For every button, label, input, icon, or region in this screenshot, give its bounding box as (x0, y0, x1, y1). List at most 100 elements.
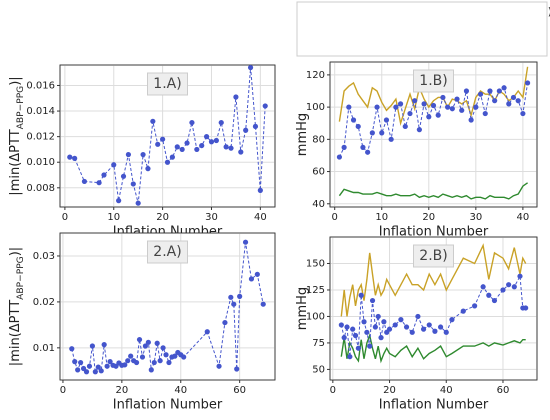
point (252, 123, 259, 130)
x-tick-label: 20 (383, 385, 396, 396)
point (426, 114, 432, 120)
plot-frame (59, 232, 276, 381)
x-axis-label: Inflation Number (379, 398, 489, 413)
point (262, 103, 268, 109)
point (409, 329, 415, 335)
point (407, 110, 413, 117)
point (223, 144, 229, 150)
y-tick-label: 40 (312, 199, 325, 210)
point (515, 98, 521, 104)
annotation-box (413, 244, 454, 268)
point (128, 353, 134, 359)
point (415, 313, 421, 320)
point (491, 297, 498, 304)
point (257, 187, 263, 193)
point (459, 107, 465, 113)
x-tick-label: 20 (156, 212, 169, 223)
point (449, 106, 455, 112)
x-tick-label: 30 (469, 212, 482, 223)
annotation-box (413, 69, 454, 93)
subscript: ABP−PPG (16, 256, 26, 300)
point (104, 363, 110, 369)
point (213, 137, 219, 144)
y-tick-label: 0.012 (26, 132, 55, 143)
point (412, 98, 418, 104)
y-axis-label: |min(ΔPTTABP−PPG)| (8, 76, 26, 195)
point (402, 123, 408, 130)
point (435, 112, 441, 118)
point (443, 329, 449, 335)
annotation: 2.B) (419, 248, 447, 264)
point (130, 181, 136, 187)
point (374, 104, 380, 110)
point (247, 64, 254, 71)
label-part: mmHg (295, 113, 310, 156)
point (136, 336, 143, 343)
point (449, 317, 455, 323)
point (157, 358, 163, 364)
point (120, 173, 127, 179)
point (231, 301, 237, 307)
point (398, 317, 404, 323)
point (403, 324, 410, 330)
point (388, 136, 394, 142)
series-line (340, 274, 526, 357)
point (78, 359, 84, 366)
point (216, 363, 222, 369)
point (416, 127, 422, 133)
point (145, 339, 151, 345)
x-tick-label: 10 (375, 212, 388, 223)
plot-frame (329, 61, 538, 208)
point (381, 319, 387, 325)
point (369, 130, 375, 136)
x-tick-label: 30 (205, 212, 218, 223)
point (486, 292, 492, 298)
point (480, 284, 486, 290)
point (454, 96, 460, 102)
point (350, 326, 356, 332)
annotation: 1.B) (419, 73, 447, 89)
point (111, 162, 117, 168)
point (142, 343, 149, 349)
point (496, 88, 502, 94)
point (369, 297, 376, 304)
point (517, 273, 523, 279)
label-part: |min(ΔPTT (8, 129, 23, 195)
point (421, 101, 427, 107)
point (67, 154, 73, 160)
point (482, 110, 488, 117)
point (358, 292, 364, 298)
x-tick-label: 0 (60, 385, 66, 396)
point (151, 359, 157, 366)
x-tick-label: 40 (517, 212, 530, 223)
point (472, 303, 478, 309)
point (148, 367, 154, 373)
point (477, 91, 484, 97)
point (101, 172, 107, 178)
annotation: 1.A) (153, 76, 181, 92)
point (181, 354, 187, 360)
y-tick-label: 120 (306, 70, 325, 81)
point (238, 149, 244, 155)
point (511, 284, 517, 290)
point (430, 102, 437, 109)
x-tick-label: 0 (330, 385, 336, 396)
point (86, 363, 93, 369)
point (361, 319, 367, 325)
y-tick-label: 0.03 (33, 251, 55, 262)
x-axis-label: Inflation Number (379, 225, 489, 240)
point (199, 142, 205, 149)
point (125, 151, 132, 158)
y-tick-label: 0.010 (26, 157, 55, 168)
point (338, 322, 344, 328)
y-tick-label: 75 (312, 338, 325, 349)
y-axis-label: |min(ΔPTTABP−PPG)| (8, 247, 26, 366)
x-tick-label: 0 (332, 212, 338, 223)
point (524, 80, 531, 86)
point (386, 326, 393, 332)
point (260, 301, 266, 307)
point (140, 151, 146, 158)
series-line (338, 66, 529, 126)
point (242, 239, 249, 245)
point (139, 354, 146, 360)
